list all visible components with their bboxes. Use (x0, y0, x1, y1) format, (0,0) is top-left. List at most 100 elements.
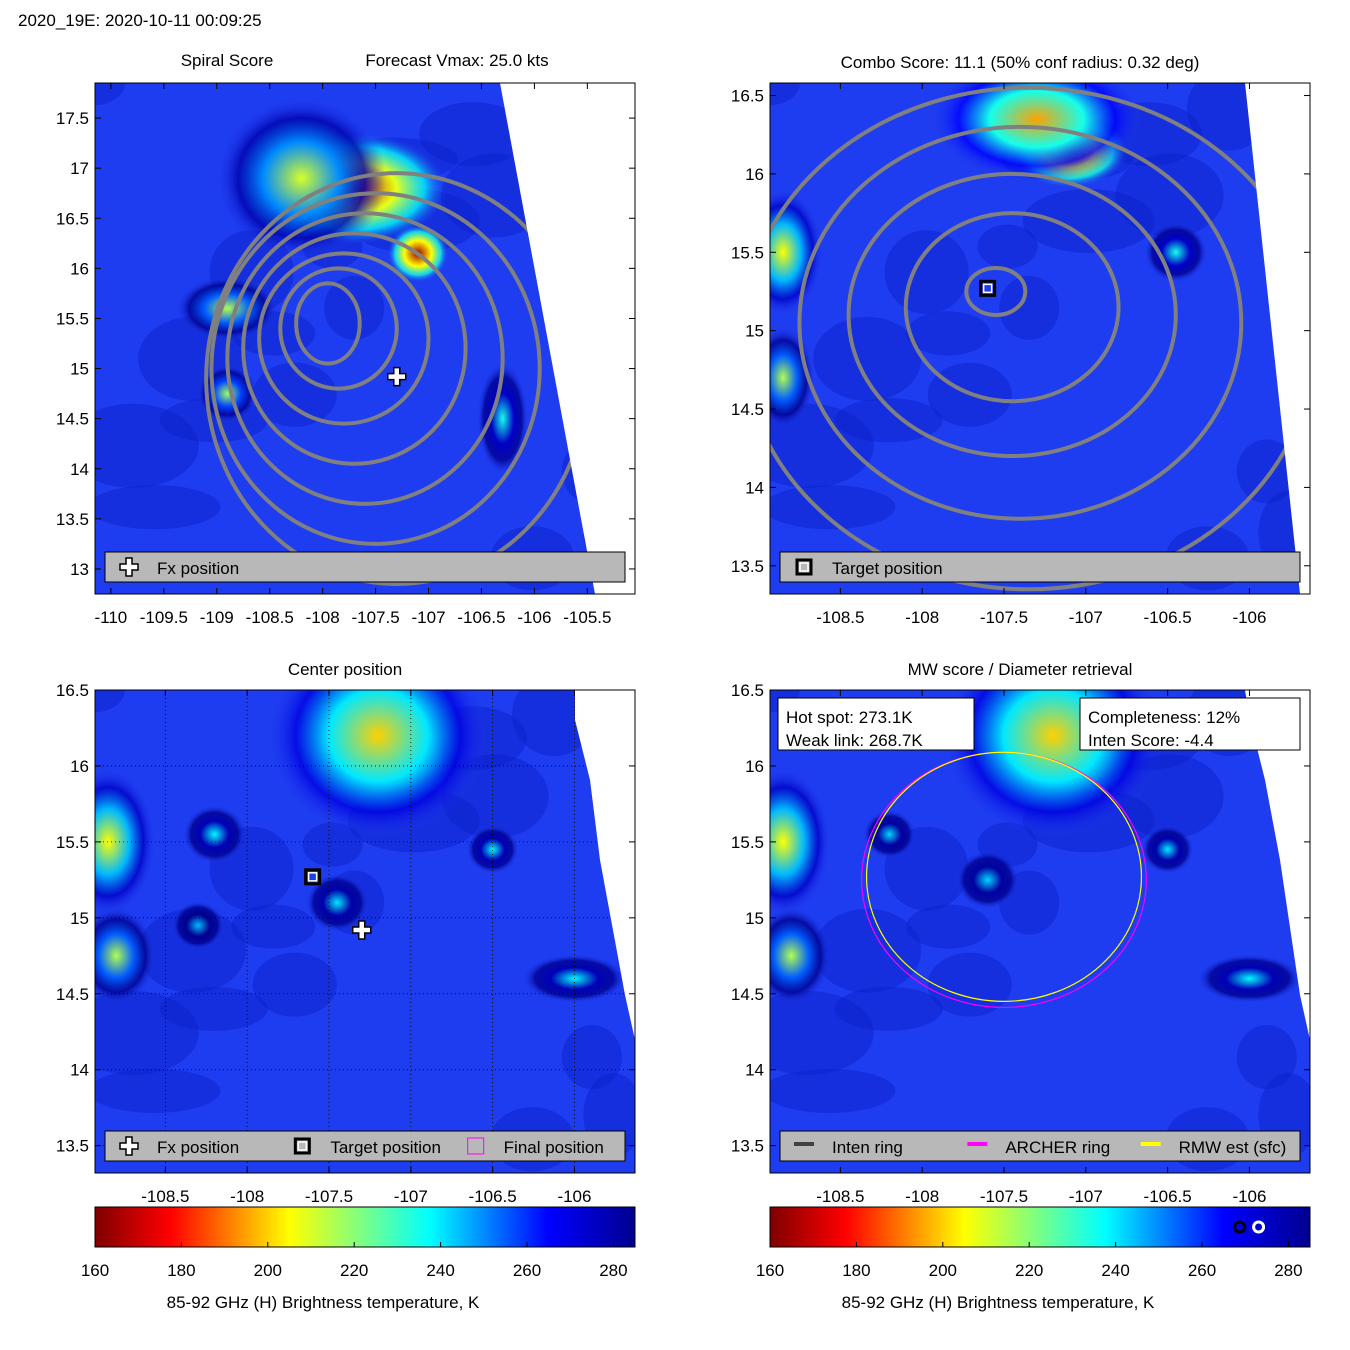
panel-title-left: Spiral Score (181, 51, 274, 70)
cold-patch (95, 690, 125, 712)
panel-title: Center position (288, 660, 402, 679)
no-data-region (575, 690, 635, 1040)
contour-line (964, 265, 1028, 317)
heatmap-combo (770, 83, 1310, 594)
x-tick-label: -110 (94, 608, 127, 627)
y-tick-label: 14 (745, 478, 764, 497)
hotspot (770, 907, 831, 1005)
legend-box (779, 1130, 1301, 1162)
colorbar-label: 85-92 GHz (H) Brightness temperature, K (167, 1293, 480, 1312)
y-tick-label: 16.5 (731, 87, 764, 106)
info-line: Inten Score: -4.4 (1088, 731, 1214, 750)
no-data-region (1245, 690, 1310, 1040)
y-tick-label: 16.5 (56, 681, 89, 700)
hotspot (95, 769, 156, 915)
x-tick-label: -109.5 (140, 608, 188, 627)
y-tick-label: 16.5 (56, 209, 89, 228)
y-tick-label: 16 (70, 259, 89, 278)
x-tick-label: -108.5 (141, 1187, 189, 1206)
y-tick-label: 17.5 (56, 109, 89, 128)
panel-title-right: Forecast Vmax: 25.0 kts (365, 51, 548, 70)
axis-ticks-mw: -108.5 -108 -107.5 -107 -106.5 -106 13.5 14 14.5… (731, 681, 1310, 1206)
cold-patch (977, 224, 1038, 269)
cold-patch (999, 275, 1060, 340)
contour-line (257, 251, 431, 426)
colorbar-strip (769, 1206, 1311, 1248)
info-line: Hot spot: 273.1K (786, 708, 913, 727)
x-tick-label: -105.5 (563, 608, 611, 627)
cold-patch (906, 311, 991, 356)
legend-label: Final position (504, 1138, 604, 1157)
colorbar-left: 160 180 200 220 240 260 280 85-92 GHz (H) Brigh… (81, 1206, 636, 1312)
legend-label: Target position (832, 559, 943, 578)
panel-spiral: Fx position -110 -109.5 -109 -108.5 -108 -107.… (56, 51, 636, 627)
legend-box (104, 1130, 626, 1162)
cold-patch (231, 904, 316, 949)
target-position-marker (304, 868, 322, 886)
cold-patch (1236, 1025, 1297, 1090)
y-tick-label: 14 (745, 1061, 764, 1080)
heatmap-center (95, 690, 635, 1173)
x-tick-label: -106.5 (1144, 1187, 1192, 1206)
x-tick-label: -107 (1069, 1187, 1103, 1206)
y-tick-label: 16 (745, 757, 764, 776)
x-tick-label: -107.5 (351, 608, 399, 627)
contour-line (209, 191, 542, 546)
axis-ticks-combo: -108.5 -108 -107.5 -107 -106.5 -106 13.5 14 14.5… (731, 83, 1310, 627)
y-tick-label: 13 (70, 560, 89, 579)
hotspot (216, 98, 387, 259)
cold-patch (770, 485, 896, 530)
y-tick-label: 15 (70, 909, 89, 928)
y-tick-label: 14.5 (56, 985, 89, 1004)
colorbar-tick-label: 280 (1274, 1261, 1302, 1280)
x-tick-label: -108 (905, 1187, 939, 1206)
y-tick-label: 14.5 (731, 985, 764, 1004)
cold-patch (1022, 188, 1155, 253)
y-tick-label: 17 (70, 159, 89, 178)
x-tick-label: -107 (394, 1187, 428, 1206)
cold-patch (95, 990, 199, 1075)
panel-combo: Target position -108.5 -108 -107.5 -107 -106.… (731, 53, 1311, 627)
colorbar-tick-label: 220 (1015, 1261, 1043, 1280)
target-position-marker (293, 1137, 311, 1155)
cold-patch (834, 986, 943, 1031)
cold-patch (561, 1025, 622, 1090)
y-tick-label: 15 (70, 360, 89, 379)
fx-position-marker (351, 920, 372, 940)
cold-patch (95, 1068, 221, 1113)
x-tick-label: -106 (1232, 1187, 1266, 1206)
info-box-right: Completeness: 12% Inten Score: -4.4 (1079, 697, 1301, 751)
y-tick-label: 16.5 (731, 681, 764, 700)
x-tick-label: -106.5 (457, 608, 505, 627)
cold-patch (770, 1068, 896, 1113)
contour-line (241, 231, 468, 466)
x-tick-label: -108 (306, 608, 340, 627)
colorbar-tick-label: 240 (1101, 1261, 1129, 1280)
legend-label: Fx position (157, 1138, 239, 1157)
hotspot (305, 873, 369, 932)
y-tick-label: 15 (745, 909, 764, 928)
no-data-region (1245, 83, 1310, 594)
fx-position-marker (119, 557, 139, 577)
heatmap-spiral (95, 83, 635, 594)
panel-center: Fx position Target position Final position… (56, 660, 636, 1206)
colorbar-tick-label: 280 (599, 1261, 627, 1280)
hotspot (95, 907, 156, 1005)
contour-line (225, 211, 505, 506)
target-position-marker (795, 558, 813, 576)
colorbar-tick-label: 160 (81, 1261, 109, 1280)
y-tick-label: 13.5 (731, 557, 764, 576)
x-tick-label: -106 (517, 608, 551, 627)
panel-title: Combo Score: 11.1 (50% conf radius: 0.32… (841, 53, 1200, 72)
cold-patch (512, 690, 596, 757)
colorbar-tick-label: 240 (426, 1261, 454, 1280)
x-tick-label: -108.5 (816, 608, 864, 627)
colorbar-tick-label: 220 (340, 1261, 368, 1280)
colorbar-strip (94, 1206, 636, 1248)
x-tick-label: -106.5 (1144, 608, 1192, 627)
colorbar-tick-label: 180 (842, 1261, 870, 1280)
colorbar-tick-label: 200 (929, 1261, 957, 1280)
y-tick-label: 14 (70, 460, 89, 479)
